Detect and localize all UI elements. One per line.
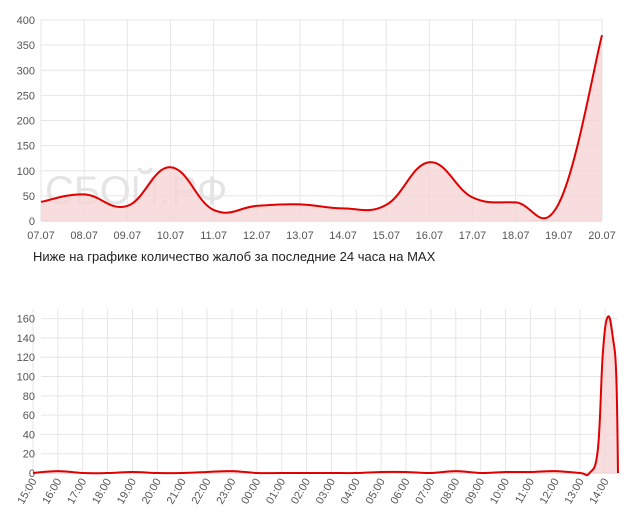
x-tick-label: 10.07 bbox=[157, 230, 185, 242]
y-tick-label: 60 bbox=[23, 410, 35, 422]
y-tick-label: 0 bbox=[29, 216, 35, 228]
x-tick-label: 04:00 bbox=[339, 477, 363, 507]
x-tick-label: 11:00 bbox=[513, 477, 537, 506]
y-tick-label: 120 bbox=[17, 352, 35, 364]
x-tick-label: 14.07 bbox=[329, 230, 357, 242]
y-tick-label: 100 bbox=[17, 166, 35, 178]
x-tick-label: 21:00 bbox=[165, 477, 189, 507]
series-area bbox=[41, 35, 602, 221]
x-tick-label: 17.07 bbox=[459, 230, 487, 242]
x-tick-label: 13.07 bbox=[286, 230, 314, 242]
daily-complaints-chart: 0 50 100 150 200 250 300 350 400 07.07 08.07 09.07 1… bbox=[17, 15, 616, 242]
x-tick-label: 20:00 bbox=[140, 477, 164, 507]
x-tick-label: 16.07 bbox=[416, 230, 444, 242]
x-tick-label: 23:00 bbox=[214, 477, 238, 507]
x-tick-label: 01:00 bbox=[264, 477, 288, 507]
y-tick-label: 350 bbox=[17, 40, 35, 52]
x-tick-label: 12.07 bbox=[243, 230, 271, 242]
y-tick-label: 100 bbox=[17, 372, 35, 384]
gridlines bbox=[32, 309, 618, 474]
y-tick-label: 20 bbox=[23, 449, 35, 461]
y-tick-label: 80 bbox=[23, 391, 35, 403]
x-tick-label: 09:00 bbox=[463, 477, 487, 507]
y-tick-label: 50 bbox=[23, 191, 35, 203]
hourly-complaints-chart: 0 20 40 60 80 100 120 140 160 15:00 16:00 17:00 18:0… bbox=[15, 309, 619, 507]
y-tick-label: 300 bbox=[17, 65, 35, 77]
x-tick-label: 02:00 bbox=[289, 477, 313, 507]
chart-caption: Ниже на графике количество жалоб за посл… bbox=[33, 249, 436, 264]
x-tick-label: 05:00 bbox=[364, 477, 388, 507]
y-tick-label: 400 bbox=[17, 15, 35, 27]
x-tick-label: 13:00 bbox=[563, 477, 587, 507]
x-tick-label: 10:00 bbox=[488, 477, 512, 507]
y-tick-label: 140 bbox=[17, 333, 35, 345]
x-tick-label: 14:00 bbox=[587, 477, 611, 507]
x-tick-label: 18:00 bbox=[90, 477, 114, 507]
x-tick-label: 18.07 bbox=[502, 230, 530, 242]
x-tick-label: 20.07 bbox=[588, 230, 616, 242]
series-line bbox=[32, 315, 619, 477]
x-tick-label: 15.07 bbox=[372, 230, 400, 242]
y-tick-label: 200 bbox=[17, 116, 35, 128]
x-tick-label: 07.07 bbox=[27, 230, 55, 242]
x-tick-label: 19.07 bbox=[545, 230, 573, 242]
x-tick-label: 09.07 bbox=[114, 230, 142, 242]
y-tick-label: 40 bbox=[23, 429, 35, 441]
x-tick-label: 08.07 bbox=[70, 230, 98, 242]
x-tick-label: 16:00 bbox=[40, 477, 64, 507]
x-tick-label: 11.07 bbox=[200, 230, 227, 242]
y-tick-label: 250 bbox=[17, 90, 35, 102]
x-tick-label: 19:00 bbox=[115, 477, 139, 507]
y-tick-label: 160 bbox=[17, 314, 35, 326]
x-tick-label: 00:00 bbox=[239, 477, 263, 507]
x-tick-label: 03:00 bbox=[314, 477, 338, 507]
x-tick-label: 08:00 bbox=[438, 477, 462, 507]
y-tick-label: 150 bbox=[17, 141, 35, 153]
x-tick-label: 06:00 bbox=[388, 477, 412, 507]
x-tick-label: 17:00 bbox=[65, 477, 89, 507]
x-tick-label: 22:00 bbox=[190, 477, 214, 507]
x-tick-label: 12:00 bbox=[538, 477, 562, 507]
y-tick-label: 0 bbox=[29, 468, 35, 480]
x-tick-label: 15:00 bbox=[15, 477, 39, 507]
series-line bbox=[40, 34, 603, 220]
x-tick-label: 07:00 bbox=[413, 477, 437, 507]
